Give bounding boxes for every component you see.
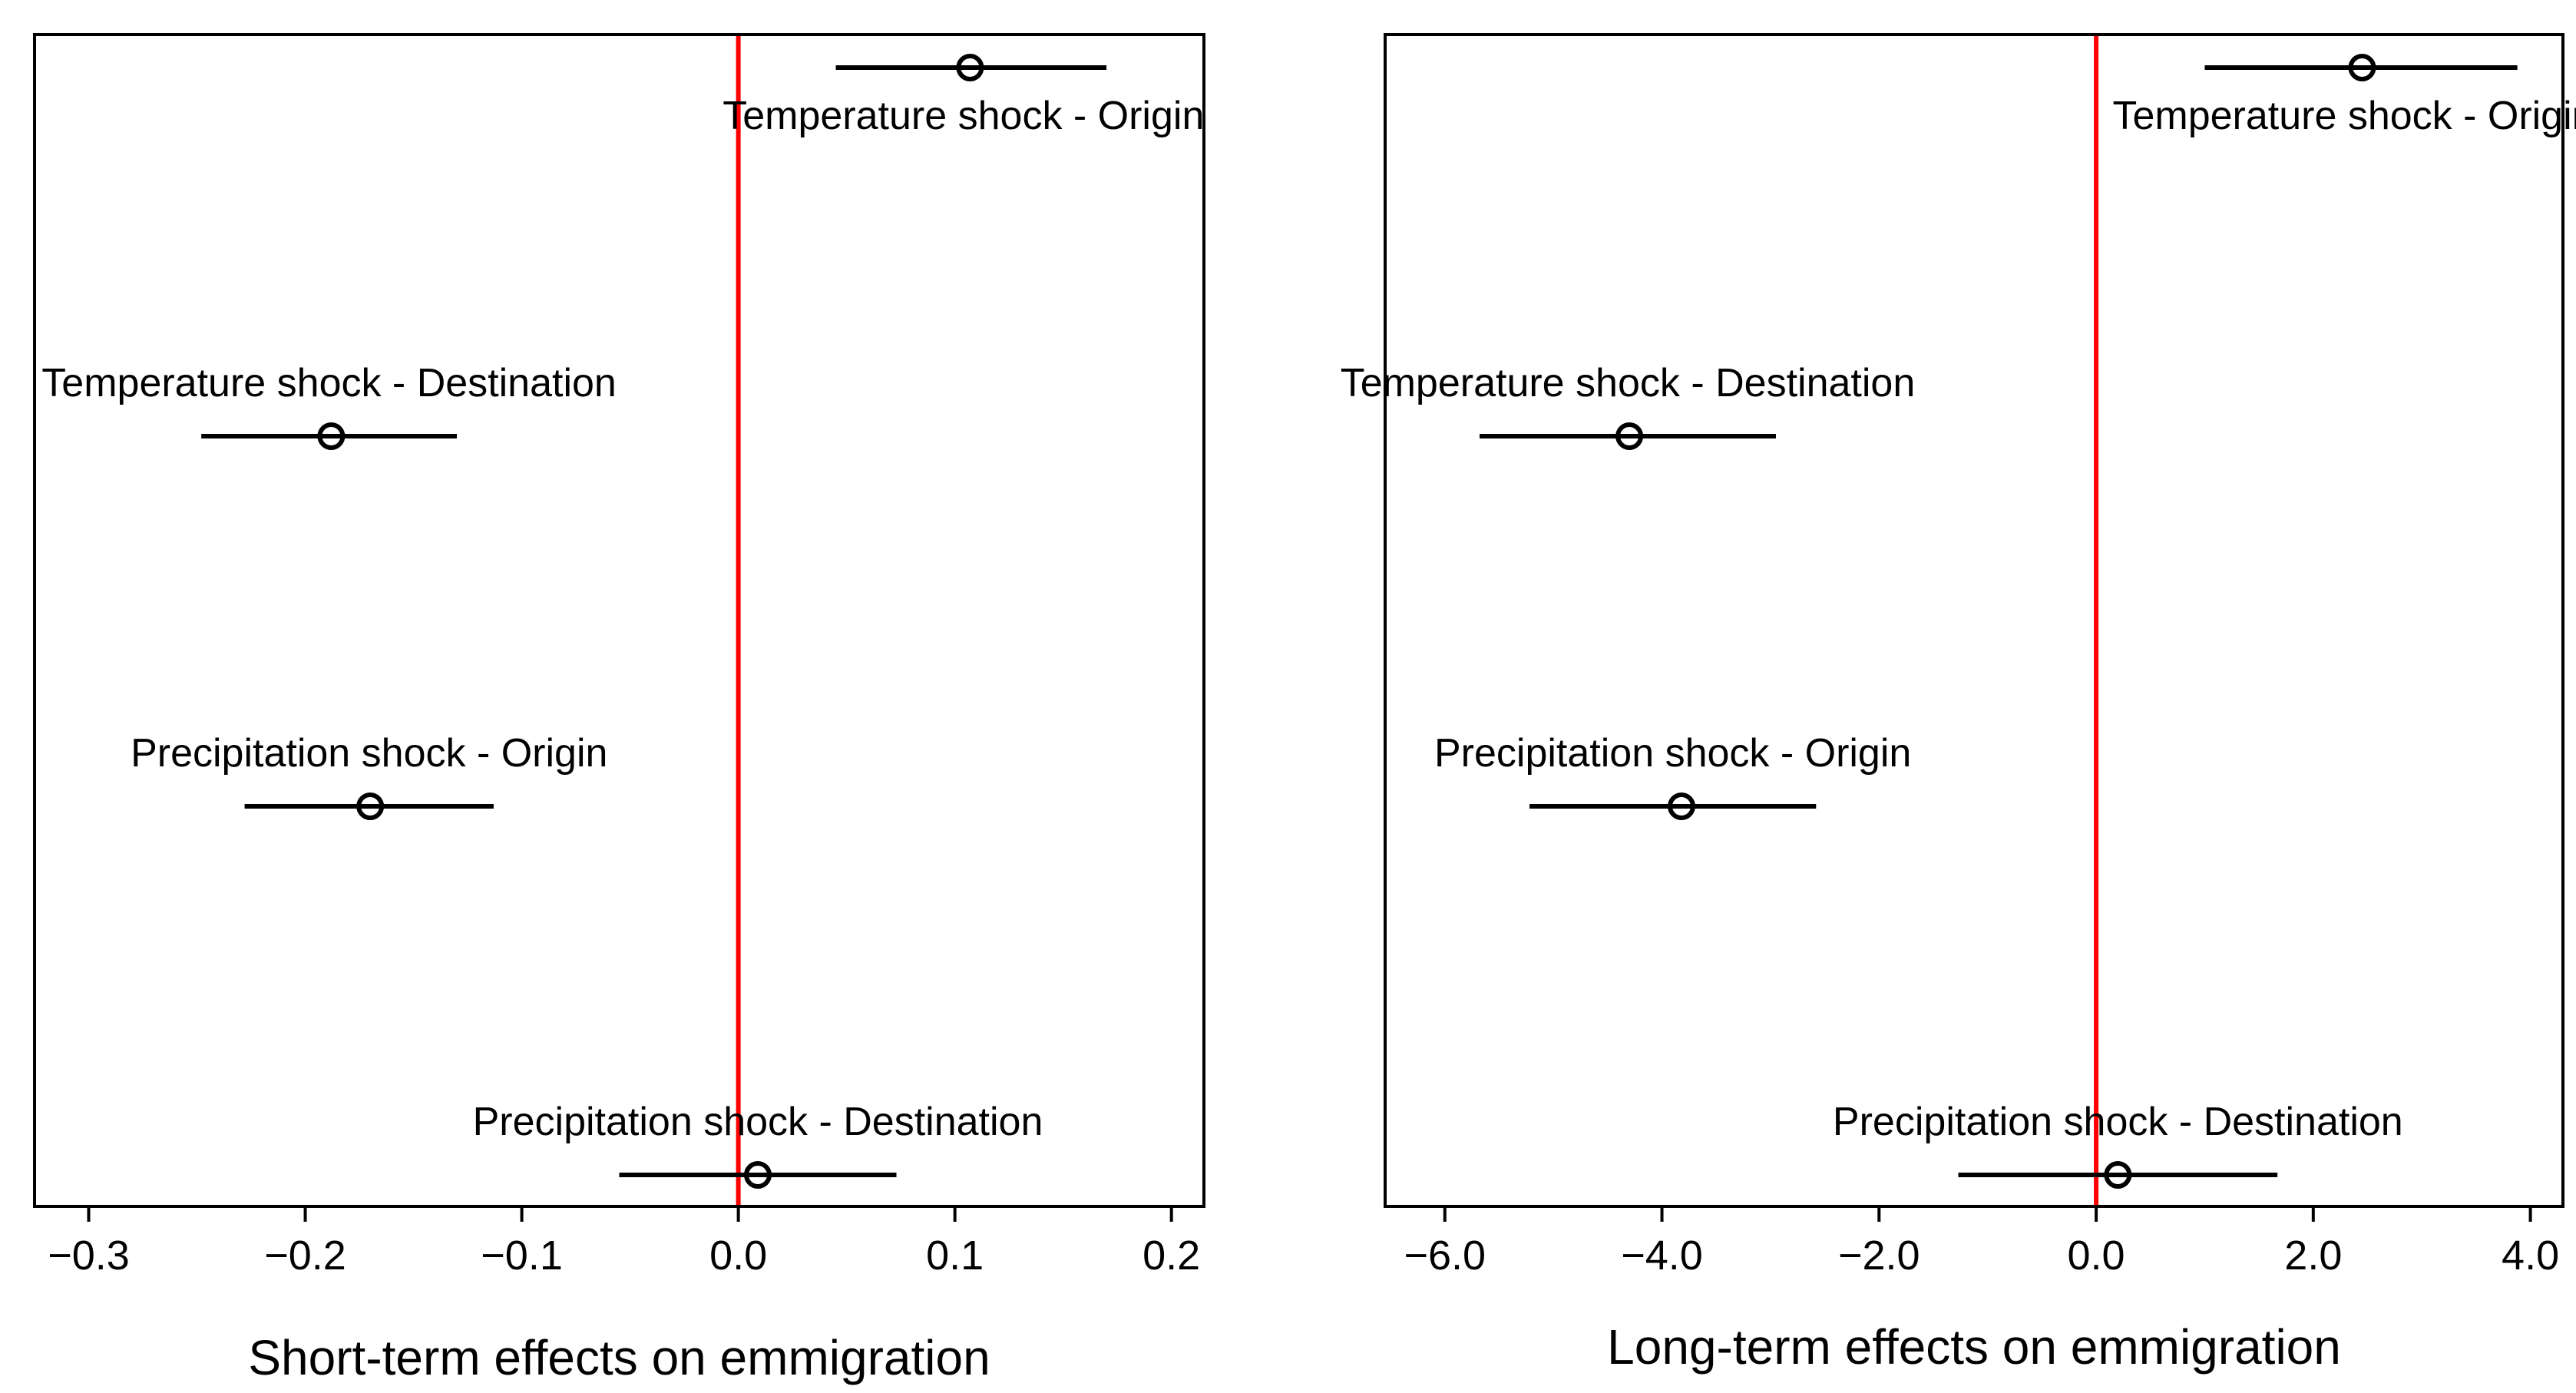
axes-frame (33, 33, 1205, 1208)
x-tick-label: −0.3 (48, 1233, 130, 1279)
point-estimate-marker (2104, 1161, 2132, 1189)
point-estimate-marker (1667, 792, 1695, 820)
point-label: Precipitation shock - Destination (1833, 1100, 2403, 1144)
x-axis-title: Short-term effects on emmigration (248, 1330, 990, 1385)
x-tick-label: −2.0 (1838, 1233, 1920, 1279)
x-tick-label: 0.0 (709, 1233, 767, 1279)
x-tick-label: 0.1 (926, 1233, 984, 1279)
x-tick-label: −0.2 (264, 1233, 346, 1279)
point-label: Temperature shock - Destination (1341, 361, 1916, 405)
x-tick-label: 0.0 (2068, 1233, 2125, 1279)
x-tick-label: −4.0 (1621, 1233, 1703, 1279)
point-label: Precipitation shock - Origin (1434, 731, 1911, 776)
short-term-panel: Temperature shock - Origin Temperature sh… (33, 33, 1205, 1385)
point-label: Temperature shock - Origin (2112, 94, 2576, 138)
point-estimate-marker (744, 1161, 772, 1189)
point-label: Temperature shock - Destination (41, 361, 617, 405)
point-estimate-marker (1615, 422, 1644, 450)
long-term-panel: Temperature shock - Origin Temperature sh… (1341, 33, 2576, 1375)
x-tick-label: 2.0 (2284, 1233, 2342, 1279)
axes-frame (1384, 33, 2564, 1208)
point-estimate-marker (956, 54, 984, 81)
x-tick-label: 4.0 (2502, 1233, 2559, 1279)
point-estimate-marker (356, 792, 385, 820)
point-estimate-marker (317, 422, 346, 450)
x-tick-label: −0.1 (481, 1233, 563, 1279)
point-label: Precipitation shock - Destination (473, 1100, 1043, 1144)
x-tick-label: 0.2 (1143, 1233, 1200, 1279)
x-tick-label: −6.0 (1404, 1233, 1486, 1279)
point-label: Temperature shock - Origin (723, 94, 1204, 138)
point-estimate-marker (2348, 54, 2376, 81)
point-label: Precipitation shock - Origin (131, 731, 607, 776)
x-axis-title: Long-term effects on emmigration (1607, 1319, 2341, 1375)
